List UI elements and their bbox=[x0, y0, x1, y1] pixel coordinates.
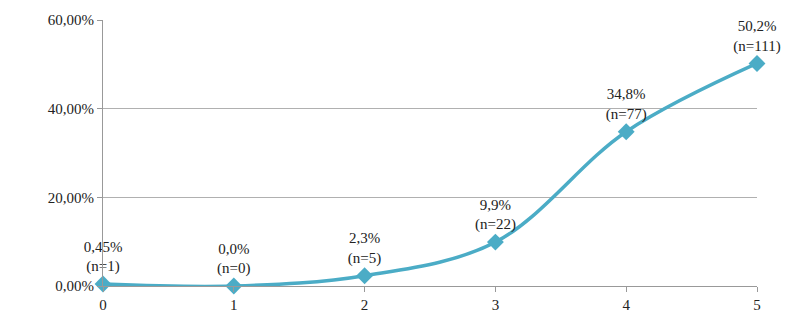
svg-text:9,9%(n=22): 9,9%(n=22) bbox=[475, 197, 516, 234]
svg-text:20,00%: 20,00% bbox=[48, 190, 94, 206]
svg-text:34,8%(n=77): 34,8%(n=77) bbox=[606, 86, 647, 123]
svg-text:2,3%(n=5): 2,3%(n=5) bbox=[348, 230, 381, 266]
svg-text:0,0%(n=0): 0,0%(n=0) bbox=[217, 241, 250, 278]
svg-text:0,00%: 0,00% bbox=[55, 278, 94, 294]
svg-text:4: 4 bbox=[622, 297, 630, 313]
svg-text:0: 0 bbox=[99, 297, 107, 313]
svg-text:0,45%(n=1): 0,45%(n=1) bbox=[84, 239, 123, 276]
svg-text:5: 5 bbox=[753, 297, 761, 313]
svg-text:3: 3 bbox=[492, 297, 500, 313]
svg-text:50,2%(n=111): 50,2%(n=111) bbox=[733, 18, 780, 54]
svg-text:2: 2 bbox=[361, 297, 369, 313]
svg-text:40,00%: 40,00% bbox=[48, 101, 94, 117]
svg-text:60,00%: 60,00% bbox=[48, 12, 94, 28]
svg-text:1: 1 bbox=[230, 297, 238, 313]
